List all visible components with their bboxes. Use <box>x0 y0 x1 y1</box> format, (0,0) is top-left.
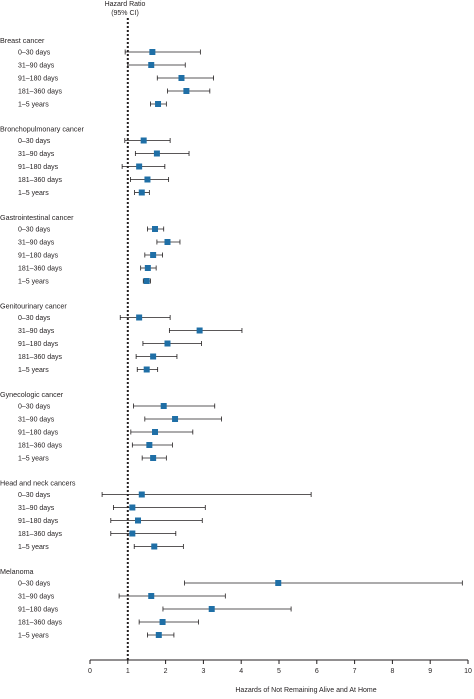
header-ci: (95% CI) <box>111 10 139 17</box>
group-label: Gastrointestinal cancer <box>0 213 74 222</box>
group-label: Bronchopulmonary cancer <box>0 125 85 134</box>
hazard-ratio-marker <box>178 75 185 81</box>
row-label: 31–90 days <box>18 240 55 247</box>
row-label: 31–90 days <box>18 417 55 424</box>
hazard-ratio-marker <box>150 353 157 360</box>
row-label: 31–90 days <box>18 594 55 601</box>
hazard-ratio-marker <box>150 455 157 461</box>
hazard-ratio-marker <box>160 403 167 409</box>
hazard-ratio-marker <box>135 517 142 524</box>
row-label: 0–30 days <box>18 581 51 588</box>
hazard-ratio-marker <box>152 226 159 232</box>
row-label: 91–180 days <box>18 518 59 525</box>
hazard-ratio-marker <box>275 580 282 586</box>
row-label: 0–30 days <box>18 315 51 322</box>
hazard-ratio-marker <box>164 340 171 347</box>
hazard-ratio-marker <box>153 150 160 157</box>
x-tick-label: 6 <box>315 668 319 675</box>
hazard-ratio-marker <box>140 137 147 144</box>
header-hazard-ratio: Hazard Ratio <box>105 1 146 8</box>
hazard-ratio-marker <box>172 416 179 422</box>
hazard-ratio-marker <box>155 632 162 638</box>
row-label: 91–180 days <box>18 607 59 614</box>
x-tick-label: 10 <box>464 668 472 675</box>
x-tick-label: 0 <box>88 668 92 675</box>
hazard-ratio-marker <box>149 49 156 55</box>
group-label: Gynecologic cancer <box>0 390 64 399</box>
hazard-ratio-marker <box>155 101 162 107</box>
hazard-ratio-marker <box>148 62 155 68</box>
x-tick-label: 9 <box>428 668 432 675</box>
hazard-ratio-marker <box>136 163 143 170</box>
row-label: 91–180 days <box>18 76 59 83</box>
hazard-ratio-marker <box>138 491 145 498</box>
hazard-ratio-marker <box>144 176 151 183</box>
row-label: 0–30 days <box>18 404 51 411</box>
chart-rows: Breast cancer 0–30 days 31–90 days 91–180 d… <box>0 18 463 660</box>
row-label: 0–30 days <box>18 227 51 234</box>
row-label: 0–30 days <box>18 492 51 499</box>
hazard-ratio-marker <box>143 366 150 373</box>
x-axis: 0 1 2 3 4 5 6 7 8 9 10 <box>88 659 472 675</box>
hazard-ratio-marker <box>183 88 190 94</box>
x-tick-label: 4 <box>239 668 243 675</box>
hazard-ratio-marker <box>150 252 157 258</box>
row-label: 91–180 days <box>18 253 59 260</box>
hazard-ratio-marker <box>152 429 159 435</box>
x-tick-label: 7 <box>353 668 357 675</box>
row-label: 1–5 years <box>18 190 49 197</box>
hazard-ratio-marker <box>138 189 145 196</box>
row-label: 91–180 days <box>18 341 59 348</box>
hazard-ratio-marker <box>196 327 203 334</box>
x-tick-label: 8 <box>390 668 394 675</box>
x-tick-label: 3 <box>201 668 205 675</box>
row-label: 31–90 days <box>18 328 55 335</box>
row-label: 1–5 years <box>18 456 49 463</box>
row-label: 1–5 years <box>18 279 49 286</box>
row-label: 181–360 days <box>18 177 62 184</box>
row-label: 181–360 days <box>18 620 62 627</box>
chart-header: Hazard Ratio (95% CI) <box>105 1 146 17</box>
row-label: 181–360 days <box>18 531 62 538</box>
row-label: 91–180 days <box>18 430 59 437</box>
x-axis-title: Hazards of Not Remaining Alive and At Ho… <box>235 687 376 694</box>
row-label: 31–90 days <box>18 63 55 70</box>
hazard-ratio-marker <box>148 593 155 599</box>
hazard-ratio-marker <box>129 530 136 537</box>
row-label: 181–360 days <box>18 443 62 450</box>
row-label: 1–5 years <box>18 102 49 109</box>
row-label: 181–360 days <box>18 89 62 96</box>
group-label: Breast cancer <box>0 36 45 45</box>
hazard-ratio-marker <box>129 504 136 511</box>
x-tick-label: 1 <box>126 668 130 675</box>
group-label: Melanoma <box>0 567 34 576</box>
group-label: Genitourinary cancer <box>0 302 67 311</box>
row-label: 181–360 days <box>18 266 62 273</box>
hazard-ratio-marker <box>151 543 158 550</box>
hazard-ratio-marker <box>146 442 153 448</box>
hazard-ratio-marker <box>144 265 151 271</box>
row-label: 31–90 days <box>18 151 55 158</box>
hazard-ratio-marker <box>164 239 171 245</box>
row-label: 91–180 days <box>18 164 59 171</box>
row-label: 0–30 days <box>18 50 51 57</box>
hazard-ratio-marker <box>208 606 215 612</box>
hazard-ratio-marker <box>143 278 150 284</box>
hazard-ratio-marker <box>159 619 166 625</box>
hazard-ratio-marker <box>136 314 143 321</box>
x-tick-label: 5 <box>277 668 281 675</box>
row-label: 0–30 days <box>18 138 51 145</box>
row-label: 1–5 years <box>18 367 49 374</box>
x-tick-label: 2 <box>164 668 168 675</box>
row-label: 1–5 years <box>18 633 49 640</box>
row-label: 1–5 years <box>18 544 49 551</box>
row-label: 181–360 days <box>18 354 62 361</box>
row-label: 31–90 days <box>18 505 55 512</box>
group-label: Head and neck cancers <box>0 479 76 488</box>
